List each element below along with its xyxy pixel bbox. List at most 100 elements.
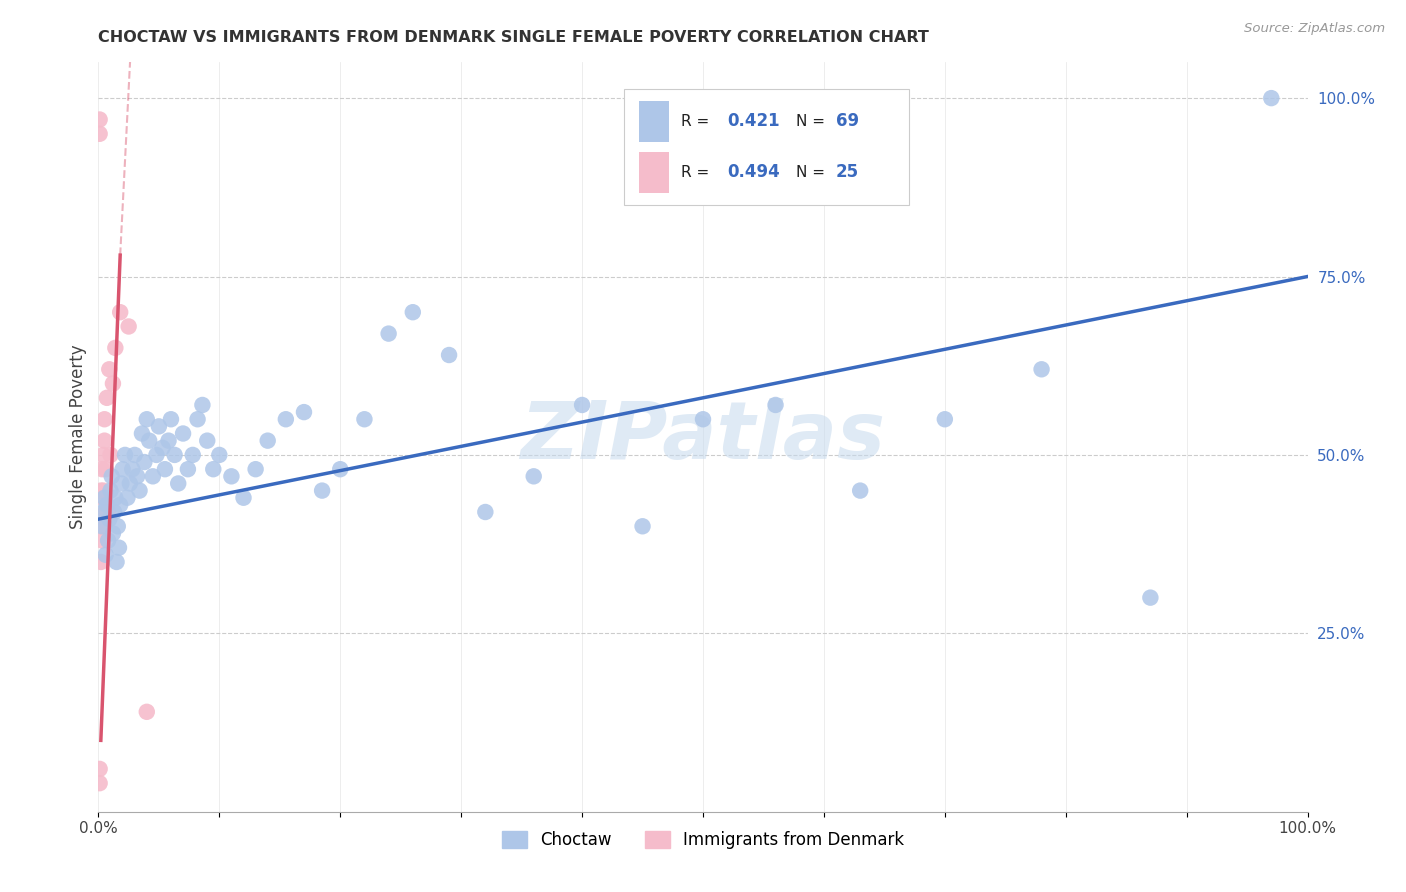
Point [89,112,111,127]
Point [202,462,225,476]
Point [131,426,153,441]
Point [1031,362,1053,376]
Point [402,305,425,319]
Point [692,412,714,426]
Point [101,376,124,391]
Point [121,462,143,476]
Point [195,434,218,448]
Text: R =: R = [682,113,714,128]
Point [96,498,118,512]
Point [934,412,956,426]
Point [96,391,118,405]
Point [97,505,120,519]
Text: R =: R = [682,165,714,180]
Point [134,455,156,469]
Point [91,533,114,548]
Point [91,448,114,462]
Point [89,762,111,776]
Y-axis label: Single Female Poverty: Single Female Poverty [69,345,87,529]
Point [191,398,214,412]
Point [177,462,200,476]
Point [94,548,117,562]
Point [108,541,131,555]
Point [98,512,121,526]
Point [292,405,315,419]
Text: CHOCTAW VS IMMIGRANTS FROM DENMARK SINGLE FEMALE POVERTY CORRELATION CHART: CHOCTAW VS IMMIGRANTS FROM DENMARK SINGL… [98,29,929,45]
Point [135,412,157,426]
Point [91,505,114,519]
Point [114,448,136,462]
Point [94,505,117,519]
Point [160,412,183,426]
Point [110,476,132,491]
Point [105,555,128,569]
FancyBboxPatch shape [638,101,669,142]
Point [97,533,120,548]
Point [148,419,170,434]
Point [1139,591,1161,605]
Point [1260,91,1282,105]
Point [90,519,112,533]
Point [571,398,593,412]
Point [100,448,122,462]
Point [135,705,157,719]
Legend: Choctaw, Immigrants from Denmark: Choctaw, Immigrants from Denmark [495,824,911,855]
Point [172,426,194,441]
Point [849,483,872,498]
Point [232,491,254,505]
Point [91,483,114,498]
Point [93,434,115,448]
Point [181,448,204,462]
Point [187,412,209,426]
Point [103,505,125,519]
Point [108,498,131,512]
Point [91,462,114,476]
Point [523,469,546,483]
Point [104,341,127,355]
Text: 69: 69 [837,112,859,130]
Point [107,519,129,533]
Text: Source: ZipAtlas.com: Source: ZipAtlas.com [1244,22,1385,36]
Point [90,483,112,498]
Point [157,434,180,448]
Point [128,483,150,498]
Point [100,483,122,498]
Point [245,462,267,476]
Point [98,362,121,376]
Point [274,412,297,426]
Point [163,448,186,462]
Point [124,448,146,462]
Point [765,398,787,412]
Point [221,469,243,483]
Point [108,305,131,319]
Point [311,483,333,498]
Point [101,526,124,541]
Point [91,491,114,505]
Point [145,448,167,462]
Point [437,348,460,362]
Point [117,491,139,505]
FancyBboxPatch shape [638,152,669,193]
Point [142,469,165,483]
Point [329,462,352,476]
Point [91,519,114,533]
Point [152,441,174,455]
Point [93,491,115,505]
Point [118,476,141,491]
Point [353,412,375,426]
Text: 0.421: 0.421 [727,112,780,130]
Point [94,462,117,476]
Text: ZIPatlas: ZIPatlas [520,398,886,476]
Point [93,412,115,426]
Point [208,448,231,462]
Point [100,469,122,483]
Text: 0.494: 0.494 [727,163,780,181]
Point [631,519,654,533]
Text: N =: N = [796,113,830,128]
Text: 25: 25 [837,163,859,181]
Point [127,469,149,483]
Point [104,491,127,505]
Point [256,434,278,448]
Point [377,326,399,341]
Point [167,476,190,491]
